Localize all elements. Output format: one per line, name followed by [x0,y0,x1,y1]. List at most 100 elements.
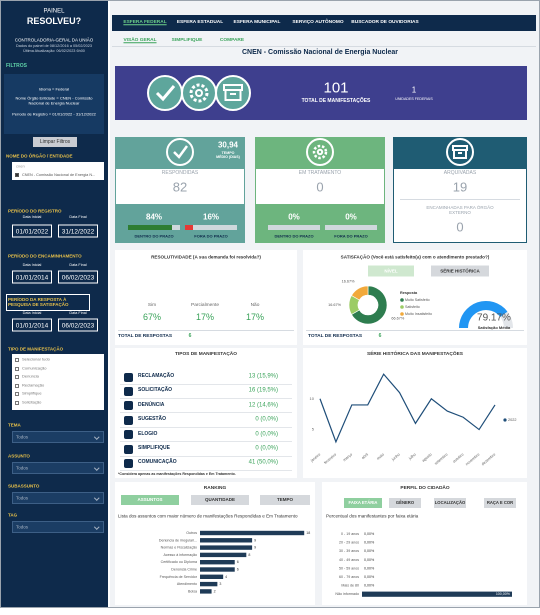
card-footer [115,205,245,243]
active-filter: Idioma = Federal [38,86,70,92]
profile-button[interactable]: RAÇA E COR [484,498,516,508]
date-start-input[interactable]: 01/01/2014 [12,318,52,332]
date-start-input[interactable]: 01/01/2022 [12,224,52,238]
panel-period: Dados do painel de 08/12/2016 a 05/02/20… [15,43,93,48]
history-panel [303,348,527,478]
type-option[interactable]: Denúncia [22,373,39,379]
card-header [255,137,385,168]
archived-divider [400,199,520,200]
type-value: 0 (0,0%) [255,431,278,438]
row-divider [120,455,292,457]
active-filter: Nome Órgão Entidade = CNEN - Comissão Na… [15,95,93,105]
type-value: 12 (14,6%) [248,402,278,409]
types-title: TIPOS DE MANIFESTAÇÃO [174,352,238,358]
tab[interactable]: ESFERA MUNICIPAL [233,20,281,26]
ranking-title: RANKING [203,486,227,492]
late-pct: 16% [202,212,220,222]
tab[interactable]: BUSCADOR DE OUVIDORIAS [351,20,419,26]
org-option[interactable]: CNEN - Comissão Nacional de Energia N... [22,172,96,177]
satisfaction-title: SATISFAÇÃO (Você está satisfeito(a) com … [340,254,490,260]
profile-button[interactable]: FAIXA ETÁRIA [344,498,382,508]
tab[interactable]: ESFERA FEDERAL [123,20,167,26]
org-filter-label: NOME DO ÓRGÃO / ENTIDADE [6,153,73,159]
org-name: CONTROLADORIA-GERAL DA UNIÃO [14,37,94,43]
date-end-input[interactable]: 06/02/2023 [58,318,98,332]
subtab[interactable]: COMPARE [219,38,245,44]
dropdown-label: TAG [8,512,18,518]
satisfaction-button[interactable]: SÉRIE HISTÓRICA [431,265,489,277]
card-body [115,168,245,205]
type-value: 0 (0,0%) [255,445,278,452]
dropdown-value: Todos [16,495,29,501]
card-count: 19 [452,179,468,195]
tab[interactable]: SERVIÇO AUTÔNOMO [292,20,344,26]
checkbox[interactable] [15,383,19,388]
dropdown-value: Todos [16,434,29,440]
subtab[interactable]: VISÃO GERAL [123,38,157,44]
date-filter-label: PERÍODO DA RESPOSTA À PESQUISA DE SATISF… [8,296,69,307]
checkbox[interactable] [15,358,19,362]
type-name: SUGESTÃO [138,416,167,423]
date-start-input[interactable]: 01/01/2014 [12,270,52,284]
subtab-divider [112,46,536,47]
row-divider [120,412,292,413]
resolution-option: Sim [147,303,157,309]
card-body [393,168,527,243]
type-option[interactable]: Selecionar tudo [22,356,50,362]
types-note: *Considera apenas as manifestações Respo… [118,471,236,476]
checkbox[interactable] [15,400,19,405]
type-option[interactable]: Solicitação [22,399,42,405]
clear-filters-button[interactable]: Limpar Filtros [33,137,77,147]
in-deadline-pct: 0% [288,212,300,222]
dropdown[interactable] [12,431,104,443]
checkbox[interactable] [15,392,19,396]
dropdown[interactable] [12,462,104,474]
type-icon [124,401,133,411]
dropdown[interactable] [12,492,104,504]
type-value: 16 (19,5%) [248,387,278,394]
total-manifestations: 101 [323,79,349,97]
type-option[interactable]: Reclamação [22,382,45,388]
dropdown-label: TEMA [8,422,21,428]
total-answers: 6 [188,333,192,340]
profile-subtitle: Percentual dos manifestantes por faixa e… [326,513,419,519]
dropdown-label: ASSUNTO [8,453,30,459]
total-answers: 6 [378,333,382,340]
date-filter-label: PERÍODO DO REGISTRO [8,208,62,214]
resolution-panel [115,250,297,345]
org-checkbox[interactable] [15,173,19,177]
filters-label: FILTROS [6,63,28,70]
ranking-button[interactable]: QUANTIDADE [191,495,249,505]
profile-title: PERFIL DO CIDADÃO [400,486,450,492]
in-deadline-label: DENTRO DO PRAZO [274,233,314,239]
progress-bar [128,225,172,230]
date-end-input[interactable]: 31/12/2022 [58,224,98,238]
resolution-option: Não [250,303,260,309]
panel-label: PAINEL [43,8,65,15]
highlight-filter [6,294,90,311]
date-end-label: Data Final [69,262,87,267]
card-header [393,137,527,168]
progress-bar [185,225,194,230]
org-filter-box [12,162,104,180]
checkbox[interactable] [15,375,19,379]
date-end-input[interactable]: 06/02/2023 [58,270,98,284]
ranking-button[interactable]: TEMPO [260,495,310,505]
type-filter-label: TIPO DE MANIFESTAÇÃO [8,346,64,352]
satisfaction-button[interactable]: NÍVEL [368,265,414,277]
panel-title: RESOLVEU? [26,15,82,26]
checkbox[interactable] [15,366,19,371]
date-start-label: Data Inicial [22,214,42,219]
profile-button[interactable]: GÊNERO [389,498,421,508]
subtab[interactable]: SIMPLIFIQUE [171,38,203,44]
type-option[interactable]: Comunicação [22,365,47,371]
type-option[interactable]: Simplifique [22,390,42,396]
tab[interactable]: ESFERA ESTADUAL [176,20,224,26]
profile-button[interactable]: LOCALIZAÇÃO [434,498,466,508]
date-end-label: Data Final [69,214,87,219]
org-search[interactable]: cnen [16,163,25,169]
dropdown[interactable] [12,521,104,533]
resolution-option: Parcialmente [191,303,219,309]
ranking-button[interactable]: ASSUNTOS [121,495,179,505]
